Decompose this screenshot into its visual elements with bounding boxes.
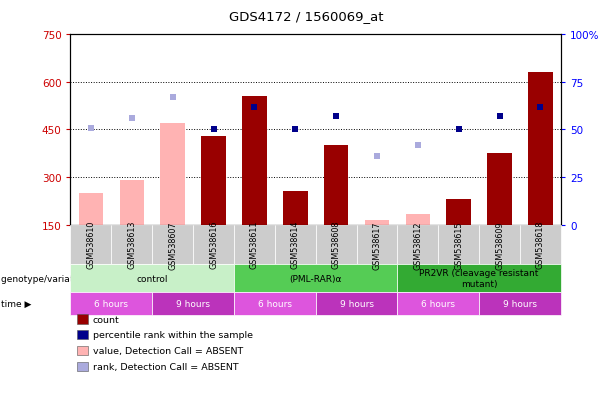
Bar	[120, 181, 144, 225]
Text: GSM538609: GSM538609	[495, 221, 504, 269]
Bar	[242, 97, 267, 225]
Text: GSM538616: GSM538616	[209, 221, 218, 269]
Bar	[201, 136, 226, 225]
Text: value, Detection Call = ABSENT: value, Detection Call = ABSENT	[93, 346, 243, 355]
Text: 9 hours: 9 hours	[340, 299, 373, 308]
Text: time ▶: time ▶	[1, 299, 32, 308]
Text: 6 hours: 6 hours	[94, 299, 128, 308]
Text: genotype/variation ▶: genotype/variation ▶	[1, 274, 97, 283]
Text: 6 hours: 6 hours	[258, 299, 292, 308]
Text: GSM538611: GSM538611	[250, 221, 259, 269]
Text: GSM538617: GSM538617	[373, 221, 381, 269]
Text: (PML-RAR)α: (PML-RAR)α	[289, 274, 342, 283]
Text: GSM538612: GSM538612	[413, 221, 422, 269]
Bar	[406, 214, 430, 225]
Text: GDS4172 / 1560069_at: GDS4172 / 1560069_at	[229, 10, 384, 23]
Text: PR2VR (cleavage resistant
mutant): PR2VR (cleavage resistant mutant)	[419, 269, 539, 288]
Text: GSM538608: GSM538608	[332, 221, 341, 269]
Bar	[365, 221, 389, 225]
Text: 9 hours: 9 hours	[176, 299, 210, 308]
Bar	[161, 124, 185, 225]
Text: GSM538607: GSM538607	[168, 221, 177, 269]
Bar	[446, 200, 471, 225]
Bar	[283, 192, 308, 225]
Text: GSM538615: GSM538615	[454, 221, 463, 269]
Text: GSM538614: GSM538614	[291, 221, 300, 269]
Text: count: count	[93, 315, 120, 324]
Text: GSM538610: GSM538610	[86, 221, 96, 269]
Text: 6 hours: 6 hours	[421, 299, 455, 308]
Bar	[324, 146, 348, 225]
Text: percentile rank within the sample: percentile rank within the sample	[93, 330, 253, 339]
Text: control: control	[137, 274, 168, 283]
Text: GSM538618: GSM538618	[536, 221, 545, 269]
Bar	[78, 193, 103, 225]
Text: 9 hours: 9 hours	[503, 299, 537, 308]
Bar	[487, 154, 512, 225]
Text: rank, Detection Call = ABSENT: rank, Detection Call = ABSENT	[93, 362, 238, 371]
Text: GSM538613: GSM538613	[128, 221, 136, 269]
Bar	[528, 73, 553, 225]
